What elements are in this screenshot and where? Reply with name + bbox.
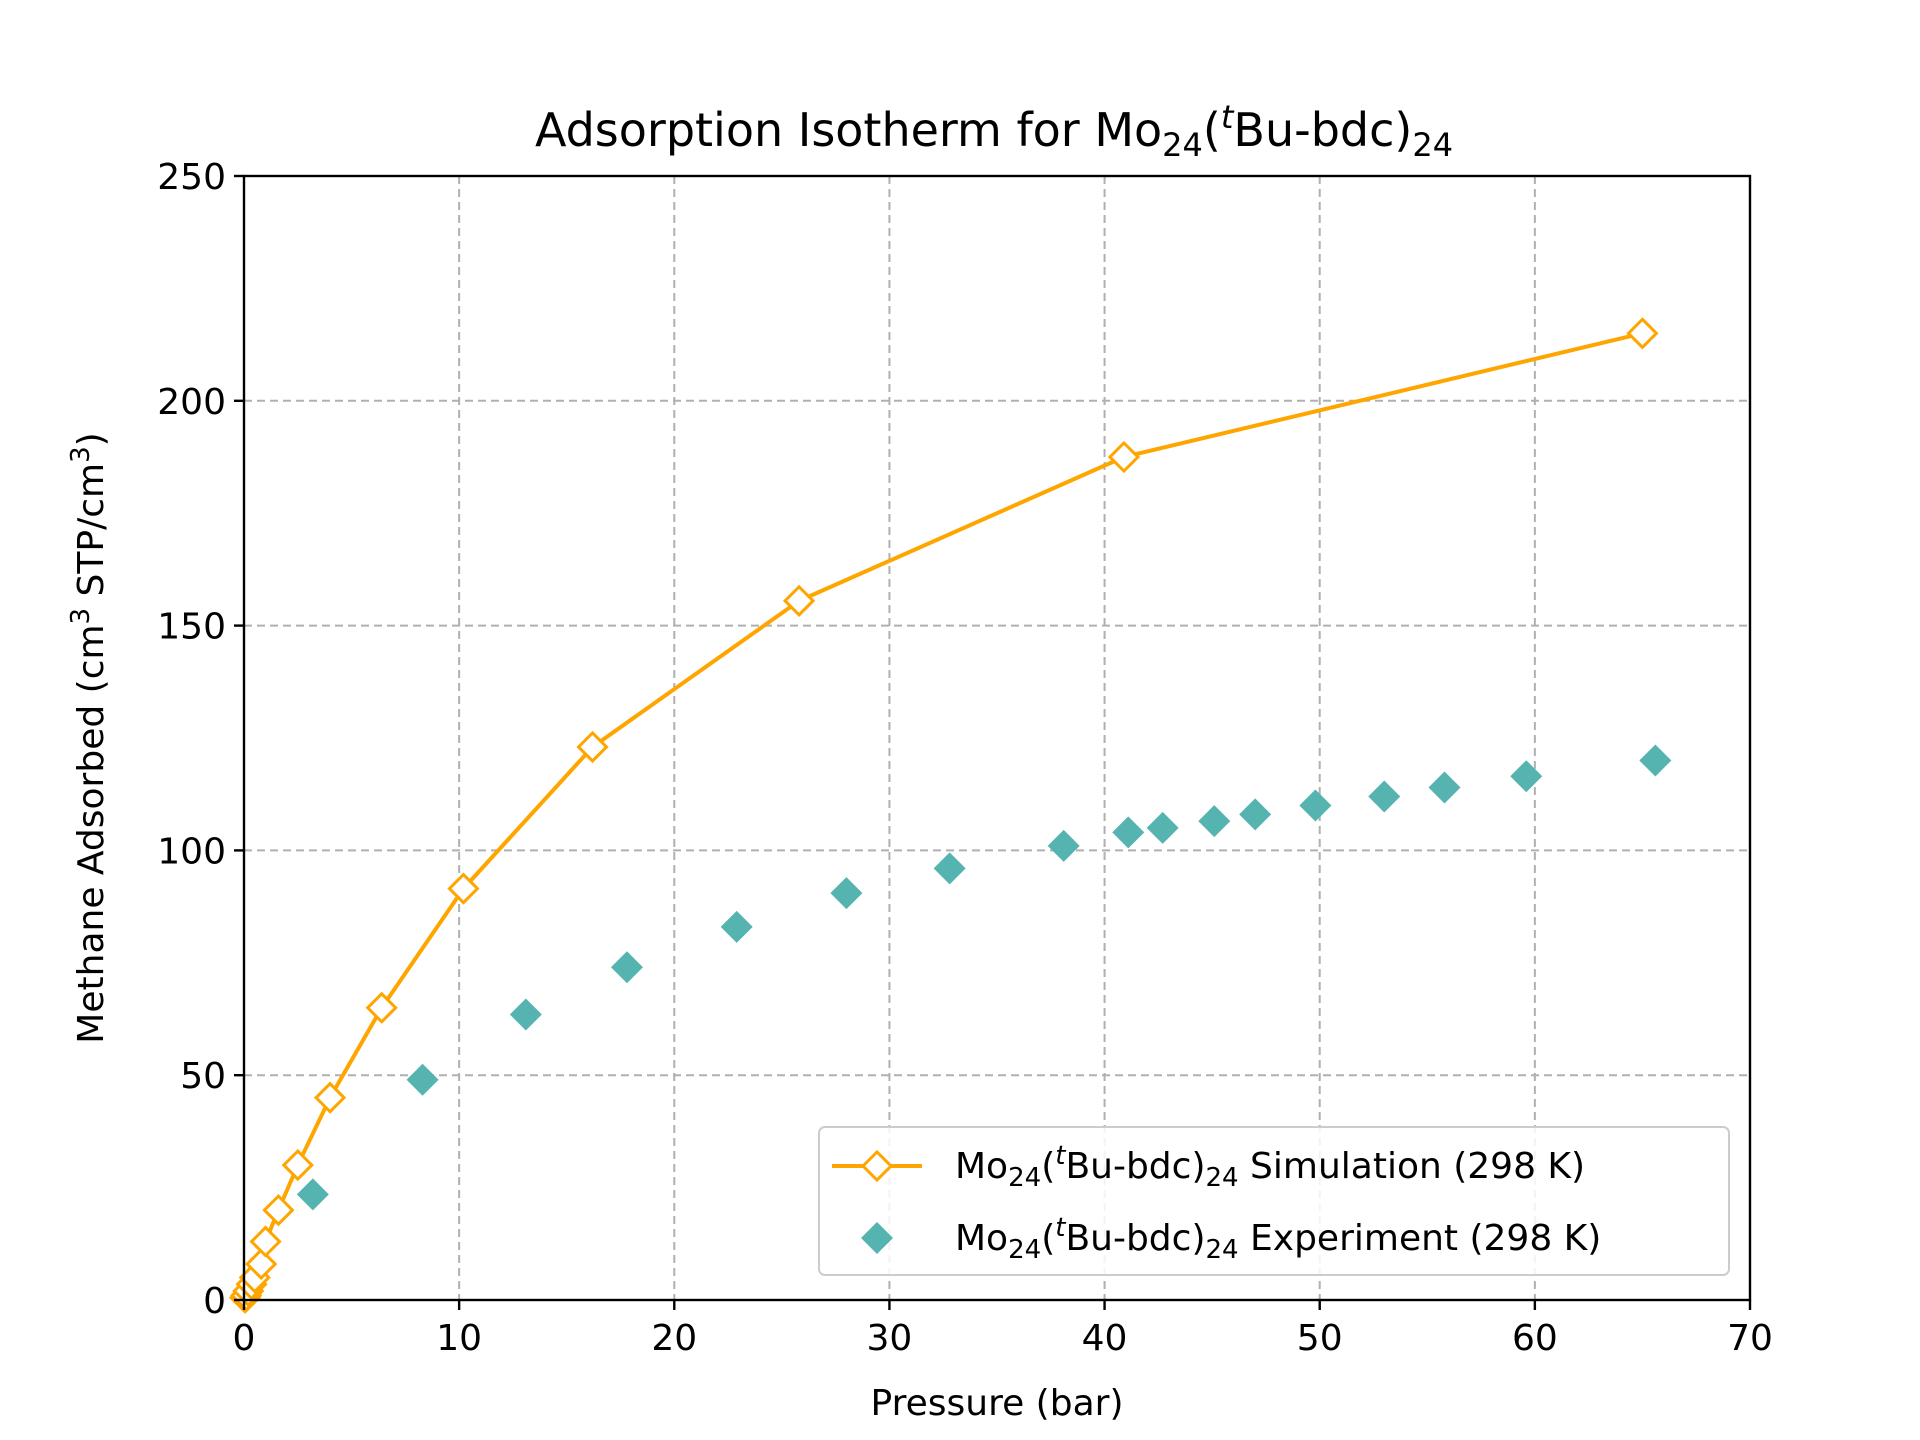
simulation-point: [1107, 440, 1141, 474]
experiment-point: [1510, 760, 1543, 793]
experiment-point: [1239, 798, 1272, 831]
x-tick-label: 40: [1082, 1318, 1128, 1359]
x-tick-label: 30: [867, 1318, 913, 1359]
plot-frame: [242, 174, 1752, 1302]
x-tick-label: 60: [1512, 1318, 1558, 1359]
y-tick-label: 100: [157, 831, 226, 872]
experiment-point: [1428, 771, 1461, 804]
legend-box: [818, 1126, 1730, 1276]
simulation-point: [245, 1247, 278, 1281]
simulation-point: [365, 991, 398, 1024]
legend: Mo24(tBu-bdc)24 Simulation (298 K) Mo24(…: [818, 1126, 1730, 1276]
simulation-point: [447, 872, 480, 905]
experiment-point: [720, 910, 753, 943]
experiment-point: [1368, 780, 1401, 813]
experiment-point: [610, 951, 643, 984]
x-tick-label: 10: [436, 1318, 482, 1359]
legend-simulation-marker: [860, 1149, 894, 1183]
experiment-point: [1112, 816, 1145, 849]
experiment-point: [1198, 805, 1231, 838]
grid: [244, 176, 1750, 1300]
experiment-point: [1639, 744, 1672, 777]
experiment-point: [1047, 829, 1080, 862]
simulation-point: [313, 1081, 347, 1114]
experiment-point: [933, 852, 966, 885]
x-tick-label: 70: [1727, 1318, 1773, 1359]
experiment-point: [296, 1178, 329, 1211]
plot-series: [228, 317, 1672, 1314]
legend-simulation-label: Mo24(tBu-bdc)24 Simulation (298 K): [955, 1141, 1585, 1193]
x-tick-label: 20: [651, 1318, 697, 1359]
experiment-point: [1299, 789, 1332, 822]
legend-experiment-label: Mo24(tBu-bdc)24 Experiment (298 K): [955, 1213, 1601, 1265]
simulation-point: [249, 1225, 282, 1258]
x-tick-label: 50: [1297, 1318, 1343, 1359]
y-tick-label: 50: [180, 1056, 226, 1097]
experiment-point: [1146, 811, 1179, 844]
simulation-point: [1626, 317, 1659, 350]
x-axis-label: Pressure (bar): [871, 1383, 1124, 1424]
legend-item-experiment: Mo24(tBu-bdc)24 Experiment (298 K): [861, 1213, 1601, 1265]
experiment-point: [830, 877, 863, 910]
y-axis-label: Methane Adsorbed (cm3 STP/cm3): [66, 432, 112, 1043]
legend-item-simulation: Mo24(tBu-bdc)24 Simulation (298 K): [832, 1141, 1585, 1193]
y-tick-label: 200: [157, 382, 226, 423]
simulation-point: [262, 1193, 295, 1227]
simulation-point: [576, 730, 609, 764]
x-tick-label: 0: [233, 1318, 256, 1359]
y-tick-label: 250: [157, 157, 226, 198]
legend-experiment-marker: [861, 1222, 893, 1254]
y-tick-label: 0: [203, 1281, 226, 1322]
experiment-point: [509, 998, 542, 1031]
chart-title: Adsorption Isotherm for Mo24(tBu-bdc)24: [535, 98, 1453, 164]
experiment-point: [406, 1063, 439, 1096]
axis-ticks: 0 10 20 30 40 50 60 70 0 50 100 150 200 250: [157, 157, 1773, 1359]
simulation-point: [782, 584, 816, 617]
simulation-point: [281, 1148, 314, 1182]
y-tick-label: 150: [157, 607, 226, 648]
